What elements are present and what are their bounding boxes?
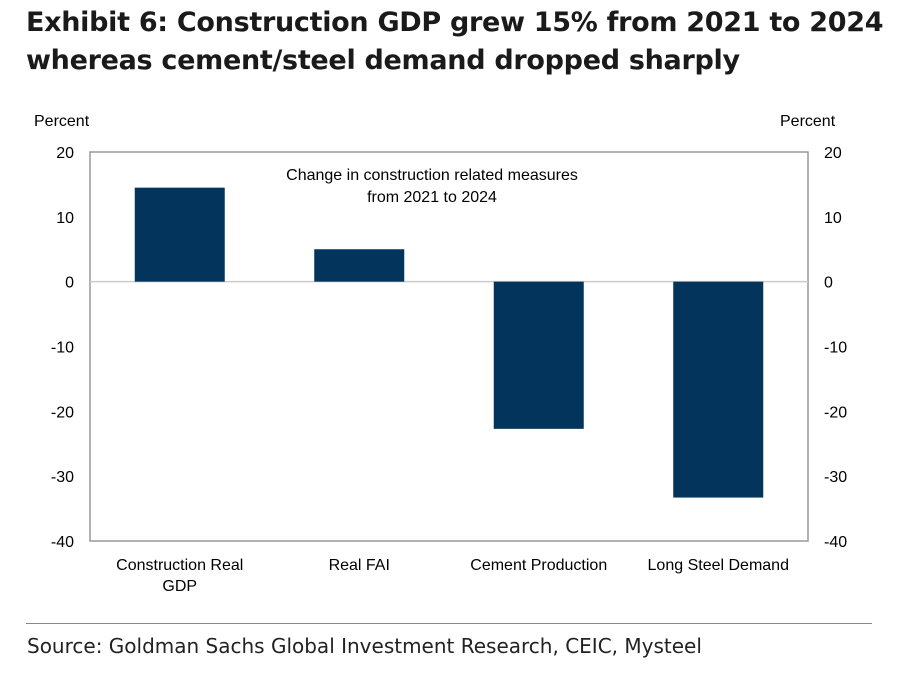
- bar-chart: 20 20 10 10 0 0 -10 -10 -20 -20 -30 -30 -40 -40 Percen…: [34, 113, 847, 595]
- y-tick-label-left: -10: [51, 340, 74, 357]
- y-tick-label-right: -20: [824, 404, 847, 421]
- y-tick-label-left: -30: [51, 469, 74, 486]
- x-tick-label: GDP: [162, 578, 197, 595]
- bar: [314, 249, 405, 282]
- y-tick-label-right: 20: [824, 145, 842, 162]
- y-tick-label-right: 0: [824, 275, 833, 292]
- plot-frame: [89, 151, 809, 542]
- bar: [134, 187, 225, 282]
- divider: [26, 623, 872, 624]
- title-line-2: whereas cement/steel demand dropped shar…: [26, 45, 740, 76]
- x-tick-label: Cement Production: [470, 557, 607, 574]
- y-tick-label-left: 20: [56, 145, 74, 162]
- x-tick-label: Real FAI: [329, 557, 390, 574]
- x-tick-label: Long Steel Demand: [648, 557, 789, 574]
- y-tick-label-left: -20: [51, 404, 74, 421]
- y-tick-label-right: -30: [824, 469, 847, 486]
- chart-subtitle-line: Change in construction related measures: [286, 167, 578, 184]
- bar: [493, 281, 584, 429]
- title-line-1: Exhibit 6: Construction GDP grew 15% fro…: [26, 7, 884, 38]
- y-tick-label-left: 0: [65, 275, 74, 292]
- y-tick-label-left: 10: [56, 210, 74, 227]
- chart-title: Exhibit 6: Construction GDP grew 15% fro…: [26, 4, 884, 80]
- y-axis-label-right: Percent: [780, 113, 836, 130]
- x-tick-label: Construction Real: [116, 557, 243, 574]
- y-tick-label-right: 10: [824, 210, 842, 227]
- y-tick-label-right: -10: [824, 340, 847, 357]
- y-axis-label-left: Percent: [34, 113, 90, 130]
- chart-subtitle-line: from 2021 to 2024: [367, 189, 497, 206]
- y-tick-label-right: -40: [824, 534, 847, 551]
- source-note: Source: Goldman Sachs Global Investment …: [27, 634, 702, 658]
- y-tick-label-left: -40: [51, 534, 74, 551]
- bar: [673, 281, 764, 498]
